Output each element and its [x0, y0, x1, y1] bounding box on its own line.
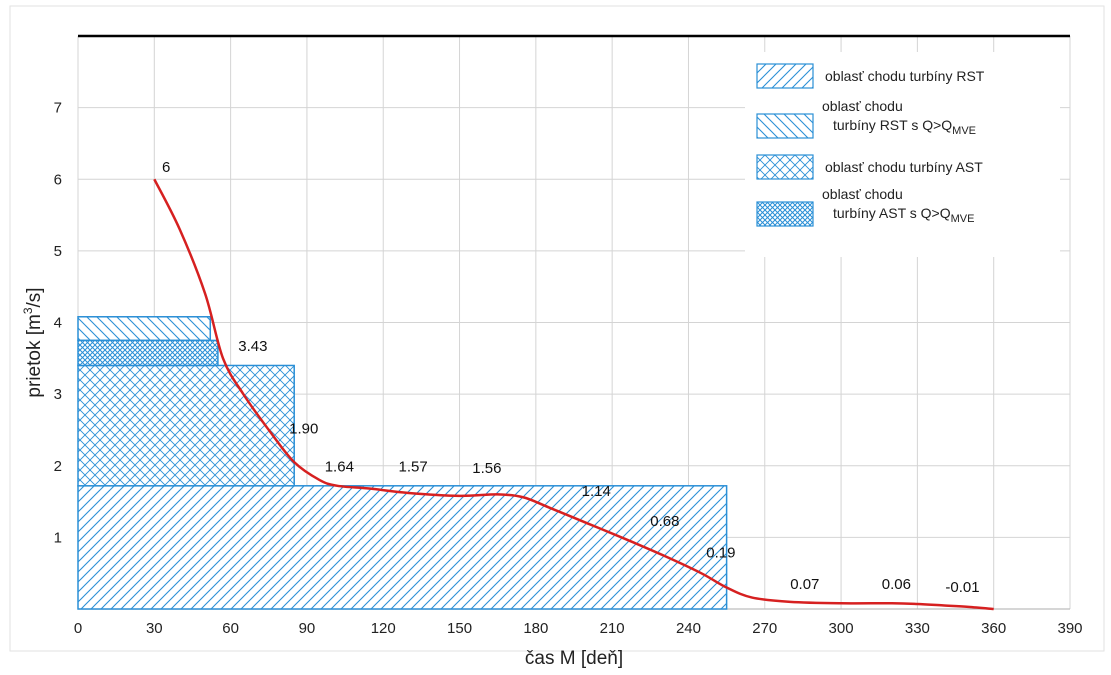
data-label: 0.19 — [706, 544, 735, 561]
x-tick-label: 90 — [299, 620, 316, 637]
x-tick-label: 180 — [523, 620, 548, 637]
legend-swatch — [756, 63, 814, 89]
data-label: 6 — [162, 159, 170, 176]
legend-swatch — [756, 154, 814, 180]
data-label: 3.43 — [238, 338, 267, 355]
region-diag-fwd — [77, 485, 728, 610]
x-tick-label: 300 — [829, 620, 854, 637]
y-tick-label: 1 — [54, 529, 62, 546]
data-label: 0.68 — [650, 513, 679, 530]
data-label: 0.07 — [790, 576, 819, 593]
data-label: 1.56 — [472, 460, 501, 477]
region-diag-back — [77, 316, 212, 342]
x-tick-label: 390 — [1057, 620, 1082, 637]
legend-label: oblasť chodu — [822, 98, 903, 114]
axes: čas M [deň] prietok [m3/s] — [21, 287, 623, 669]
region-cross — [77, 364, 295, 487]
x-tick-label: 240 — [676, 620, 701, 637]
legend-label-line2: turbíny RST s Q>QMVE — [833, 117, 976, 137]
data-label: 1.14 — [582, 483, 611, 500]
x-tick-label: 60 — [222, 620, 239, 637]
x-tick-label: 360 — [981, 620, 1006, 637]
data-labels: 6 3.43 1.90 1.64 1.57 1.56 1.14 0.68 0.19 0.07 0.0… — [162, 159, 980, 596]
hatched-regions — [77, 316, 728, 610]
data-label: -0.01 — [945, 579, 979, 596]
region-cross-dense — [77, 339, 219, 367]
y-tick-label: 7 — [54, 100, 62, 117]
x-tick-label: 150 — [447, 620, 472, 637]
flow-curve — [153, 178, 994, 611]
legend-label: oblasť chodu turbíny RST — [825, 68, 985, 84]
data-label: 1.64 — [325, 458, 354, 475]
data-label: 1.90 — [289, 421, 318, 438]
legend: oblasť chodu turbíny RST oblasť chodu turb… — [745, 52, 1060, 257]
legend-label: oblasť chodu turbíny AST — [825, 159, 983, 175]
y-tick-label: 3 — [54, 386, 62, 403]
legend-label-line2: turbíny AST s Q>QMVE — [833, 205, 974, 225]
y-tick-label: 6 — [54, 171, 62, 188]
y-tick-label: 2 — [54, 458, 62, 475]
legend-swatch — [756, 113, 814, 139]
x-tick-label: 120 — [371, 620, 396, 637]
legend-swatch — [756, 201, 814, 227]
legend-label: oblasť chodu — [822, 186, 903, 202]
x-tick-label: 210 — [600, 620, 625, 637]
flow-curve-layer — [153, 178, 994, 611]
y-axis-title: prietok [m3/s] — [21, 287, 45, 397]
x-tick-label: 330 — [905, 620, 930, 637]
x-tick-label: 270 — [752, 620, 777, 637]
y-tick-label: 5 — [54, 243, 62, 260]
x-axis-title: čas M [deň] — [525, 648, 623, 669]
x-tick-label: 30 — [146, 620, 163, 637]
data-label: 1.57 — [398, 458, 427, 475]
y-tick-label: 4 — [54, 315, 62, 332]
x-tick-label: 0 — [74, 620, 82, 637]
chart-border — [9, 5, 1105, 652]
data-label: 0.06 — [882, 576, 911, 593]
